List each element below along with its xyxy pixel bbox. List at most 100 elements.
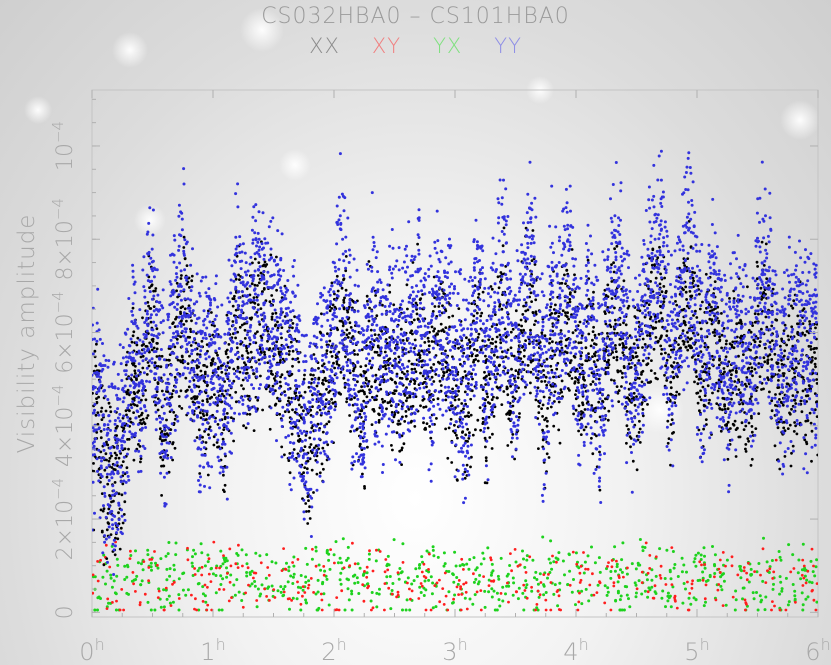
data-point-yx xyxy=(377,592,381,596)
data-point-xx xyxy=(205,365,209,369)
data-point-xy xyxy=(153,550,156,553)
data-point-yy xyxy=(137,369,141,373)
data-point-xx xyxy=(610,297,614,300)
data-point-yy xyxy=(92,323,94,327)
data-point-yy xyxy=(115,393,119,397)
data-point-xx xyxy=(498,305,501,308)
data-point-xy xyxy=(92,591,95,595)
data-point-xy xyxy=(396,593,400,597)
data-point-xx xyxy=(684,285,688,289)
data-point-xx xyxy=(691,270,694,274)
data-point-yx xyxy=(350,589,354,593)
data-point-yx xyxy=(357,592,361,595)
data-point-yy xyxy=(165,471,169,475)
data-point-yx xyxy=(254,551,258,555)
data-point-xy xyxy=(721,551,725,554)
data-point-yx xyxy=(115,557,119,561)
data-point-xx xyxy=(269,253,273,257)
data-point-xx xyxy=(621,376,624,379)
data-point-yx xyxy=(749,567,753,571)
data-point-xx xyxy=(271,373,274,376)
data-point-yy xyxy=(161,331,165,335)
data-point-xx xyxy=(474,428,477,432)
data-point-xy xyxy=(479,608,483,612)
data-point-yx xyxy=(696,551,700,555)
data-point-xx xyxy=(666,419,670,423)
data-point-xy xyxy=(612,581,616,585)
data-point-xx xyxy=(271,384,275,388)
data-point-yy xyxy=(121,386,125,390)
data-point-xx xyxy=(464,374,468,378)
data-point-xx xyxy=(136,391,140,394)
data-point-xx xyxy=(646,403,649,406)
data-point-yy xyxy=(113,419,117,422)
data-point-yx xyxy=(616,591,620,595)
data-point-xx xyxy=(590,436,593,440)
data-point-xx xyxy=(463,476,467,480)
data-point-yy xyxy=(106,503,110,507)
data-point-xx xyxy=(267,348,271,352)
data-point-xx xyxy=(537,405,541,408)
data-point-xx xyxy=(172,410,176,414)
data-point-xx xyxy=(278,412,282,416)
data-point-xy xyxy=(333,561,336,565)
data-point-yy xyxy=(134,383,138,387)
data-point-xx xyxy=(245,345,248,348)
data-point-xx xyxy=(722,327,726,330)
data-point-yy xyxy=(103,494,107,498)
data-point-yx xyxy=(669,577,673,581)
data-point-xx xyxy=(703,404,707,408)
data-point-xx xyxy=(524,309,528,313)
data-point-xx xyxy=(509,346,513,350)
data-point-yx xyxy=(289,574,293,578)
data-point-yy xyxy=(118,343,122,347)
data-point-yx xyxy=(432,554,436,558)
data-point-xx xyxy=(299,394,303,398)
data-point-xx xyxy=(511,433,515,436)
data-point-xy xyxy=(129,549,132,553)
data-point-xx xyxy=(654,326,657,330)
data-point-yy xyxy=(100,369,104,373)
data-point-xy xyxy=(810,547,814,551)
data-point-xy xyxy=(507,600,510,604)
data-point-xx xyxy=(813,347,816,350)
data-point-xx xyxy=(197,428,201,432)
data-point-xx xyxy=(815,400,818,403)
data-point-xx xyxy=(231,320,235,323)
data-point-xx xyxy=(514,369,518,372)
data-point-xx xyxy=(774,404,777,407)
data-point-yy xyxy=(151,269,155,273)
data-point-yx xyxy=(711,545,714,548)
data-point-xy xyxy=(701,578,705,582)
data-point-xx xyxy=(751,324,754,327)
data-point-xx xyxy=(747,439,750,443)
data-point-xx xyxy=(786,427,790,430)
data-point-yy xyxy=(157,332,161,336)
data-point-xx xyxy=(287,353,291,356)
data-point-xx xyxy=(675,390,679,394)
data-point-xx xyxy=(204,441,208,444)
data-point-xx xyxy=(467,437,471,440)
data-point-xx xyxy=(444,326,448,329)
data-point-yx xyxy=(574,551,578,555)
data-point-yx xyxy=(778,575,782,579)
data-point-xx xyxy=(800,410,804,414)
data-point-xx xyxy=(419,404,422,408)
data-point-xx xyxy=(391,391,395,395)
data-point-xx xyxy=(263,260,267,264)
data-point-xx xyxy=(465,336,468,340)
data-point-yx xyxy=(217,608,221,612)
data-point-xx xyxy=(407,408,411,411)
data-point-xy xyxy=(263,587,267,591)
data-point-yy xyxy=(113,422,117,426)
data-point-xx xyxy=(310,451,314,455)
data-point-yx xyxy=(803,566,807,570)
data-point-xx xyxy=(638,441,642,444)
data-point-xy xyxy=(424,608,428,612)
data-point-xy xyxy=(648,567,652,570)
data-point-yy xyxy=(128,384,132,388)
data-point-yy xyxy=(133,291,137,295)
data-point-xx xyxy=(579,413,583,416)
data-point-xx xyxy=(641,359,645,363)
data-point-yy xyxy=(145,349,149,353)
